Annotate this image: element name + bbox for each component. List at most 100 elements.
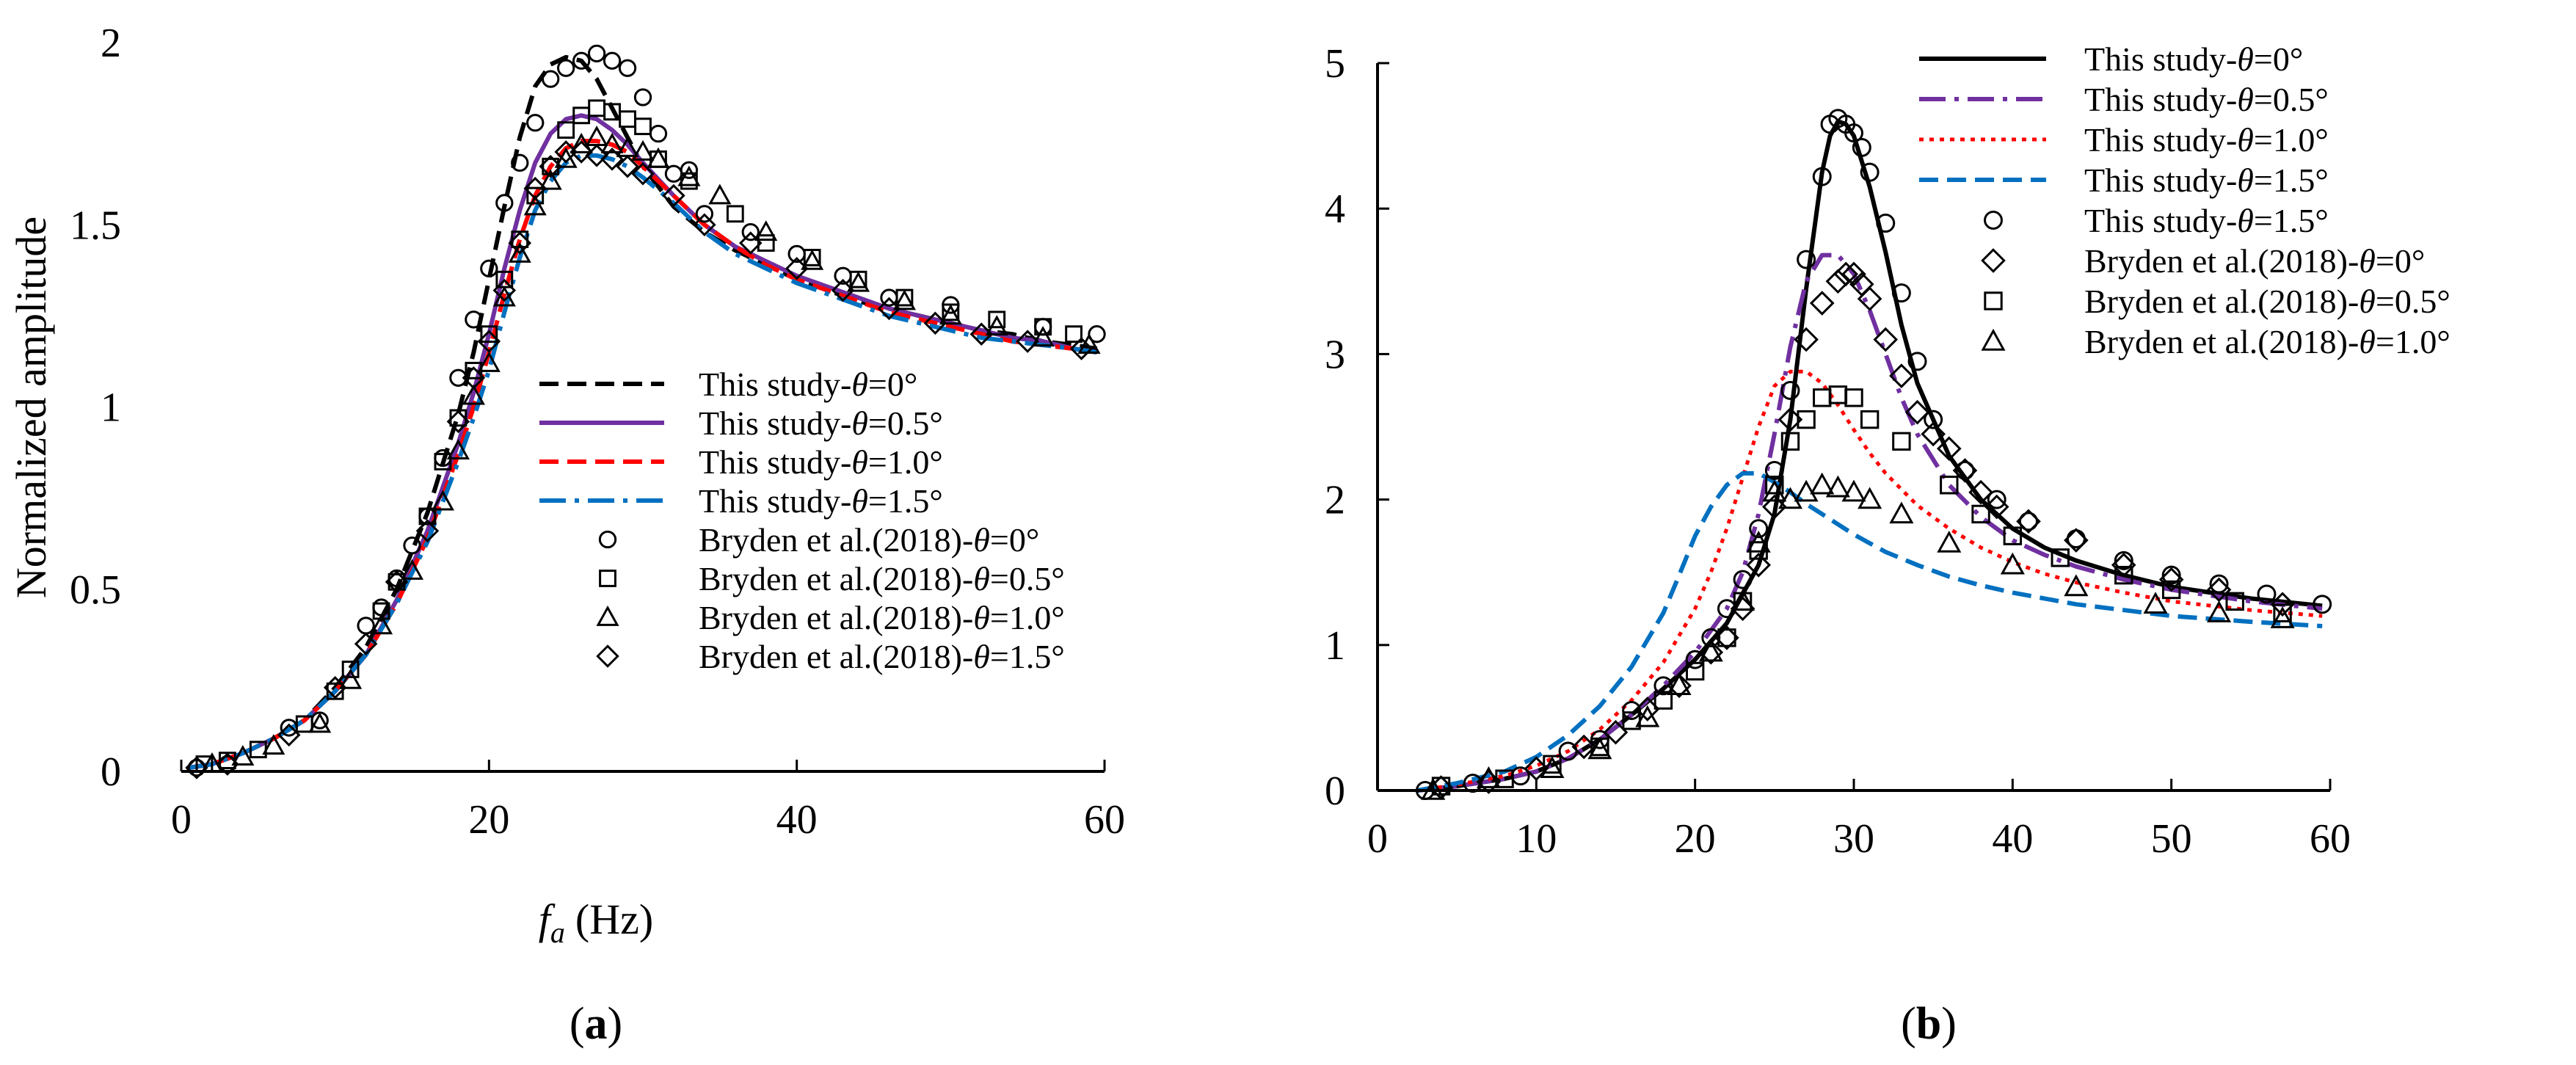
panel-a-data-point — [985, 315, 1008, 336]
panel-b-legend-label: This study-θ=0.5° — [2084, 81, 2329, 118]
panel-a-data-point — [600, 148, 624, 171]
panel-a-legend-1-prefix: This study- — [699, 404, 851, 442]
panel-b-legend-0-theta: θ — [2237, 40, 2254, 78]
panel-a-data-point — [434, 453, 452, 470]
panel-a-data-point — [631, 139, 655, 161]
panel-b-xtick-label: 60 — [2310, 816, 2351, 862]
panel-b-marker-series-0 — [1415, 109, 2332, 800]
panel-a-data-point — [403, 537, 421, 555]
panel-a-data-point — [649, 124, 668, 143]
panel-a-data-point — [572, 51, 591, 70]
panel-a-data-point — [372, 602, 390, 620]
panel-b-data-point — [2161, 565, 2181, 585]
panel-a-data-point — [693, 213, 716, 237]
panel-a-data-point — [277, 723, 301, 747]
panel-b-data-point — [2114, 550, 2133, 570]
panel-b-xtick-label: 30 — [1833, 816, 1874, 862]
panel-b-data-point — [1778, 487, 1803, 509]
panel-a-data-point — [969, 322, 994, 346]
panel-b-data-point — [2270, 606, 2295, 628]
panel-b-data-point — [1825, 475, 1850, 498]
panel-a-legend-label: This study-θ=0.5° — [699, 404, 943, 442]
panel-b-legend-6-suffix: =0.5° — [2376, 283, 2451, 320]
panel-b-data-point — [1844, 388, 1863, 407]
panel-b-data-point — [1797, 250, 1816, 269]
panel-a-data-point — [480, 325, 498, 344]
panel-a-data-point — [664, 164, 683, 183]
panel-b-data-point — [1780, 380, 1800, 400]
panel-a-data-point — [388, 573, 406, 591]
panel-b-data-point — [2257, 584, 2277, 604]
panel-b-legend-1-suffix: =0.5° — [2254, 81, 2329, 118]
panel-a-data-point — [939, 304, 962, 325]
panel-b-yticks: 0 1 2 3 4 5 — [1325, 41, 1389, 814]
panel-a-data-point — [341, 661, 360, 678]
panel-b-legend-0-suffix: =0° — [2254, 40, 2303, 78]
panel-a-xtick-label: 60 — [1084, 797, 1125, 843]
panel-b-data-point — [1746, 552, 1772, 578]
panel-a-data-point — [619, 110, 636, 128]
panel-a-legend-label: This study-θ=1.0° — [699, 443, 943, 481]
panel-a-data-point — [877, 297, 901, 321]
panel-b-line-3 — [1416, 470, 2323, 793]
panel-b-data-point — [1952, 458, 1978, 483]
panel-a-line-2 — [189, 139, 1097, 770]
panel-a-data-point — [400, 559, 424, 580]
panel-a-data-point — [570, 132, 593, 153]
panel-b-series-layer — [1416, 119, 2323, 793]
panel-a-ytick-label: 2 — [101, 21, 121, 66]
panel-b-data-point — [1833, 261, 1859, 287]
panel-b-data-point — [1907, 352, 1927, 371]
panel-a-legend: This study-θ=0°This study-θ=0.5°This stu… — [539, 366, 1065, 675]
panel-a-data-point — [231, 745, 255, 766]
panel-b-data-point — [1653, 691, 1673, 710]
panel-a-data-point — [677, 165, 701, 186]
panel-b-data-point — [2161, 580, 2181, 600]
panel-a-legend-2-suffix: =1.0° — [868, 443, 943, 481]
panel-a-ytick-label: 0 — [101, 749, 121, 795]
panel-a-data-point — [523, 195, 547, 216]
panel-a-legend-6-prefix: Bryden et al.(2018)- — [699, 599, 973, 636]
panel-a-legend-0-suffix: =0° — [868, 366, 917, 403]
panel-b-legend-4-suffix: =1.5° — [2254, 202, 2329, 239]
panel-b-label-close: ) — [1941, 999, 1957, 1049]
panel-b-xtick-label: 40 — [1992, 816, 2033, 862]
panel-a-legend-label: This study-θ=1.5° — [699, 482, 943, 520]
panel-a-data-point — [323, 676, 347, 699]
panel-b-legend-3-theta: θ — [2237, 161, 2254, 199]
panel-a-data-point — [508, 241, 531, 263]
panel-a-data-point — [785, 257, 809, 280]
panel-b-data-point — [2114, 565, 2133, 585]
panel-b-line-1 — [1416, 252, 2323, 793]
panel-a-legend-4-theta: θ — [973, 521, 990, 559]
panel-a-data-point — [446, 438, 470, 459]
panel-b-data-point — [1587, 737, 1612, 760]
panel-b-data-point — [2064, 574, 2089, 597]
panel-b-data-point — [1921, 421, 1946, 447]
panel-a-legend-marker — [596, 605, 619, 626]
panel-b-label: (b) — [1901, 999, 1957, 1049]
panel-a-data-point — [708, 183, 732, 205]
panel-b-data-point — [1889, 501, 1914, 524]
panel-b-data-point — [1717, 628, 1736, 647]
panel-b-data-point — [1733, 570, 1753, 589]
panel-b-legend-6-theta: θ — [2359, 283, 2376, 320]
panel-a-data-point — [585, 144, 608, 167]
panel-b-data-point — [1940, 476, 1959, 495]
panel-b-data-point — [1825, 269, 1851, 294]
panel-a-ytick-label: 1 — [101, 385, 121, 431]
panel-b-marker-layer — [1415, 109, 2332, 800]
panel-b-ytick-label: 3 — [1325, 332, 1345, 377]
panel-b-data-point — [1810, 472, 1835, 495]
panel-b-data-point — [2143, 592, 2168, 614]
panel-b-legend-6-prefix: Bryden et al.(2018)- — [2084, 283, 2359, 320]
panel-b-data-point — [1860, 410, 1880, 429]
panel-a-data-point — [495, 194, 514, 212]
panel-b-data-point — [1667, 673, 1692, 699]
panel-a-legend-label: Bryden et al.(2018)-θ=0.5° — [699, 560, 1065, 597]
panel-a-data-point — [262, 734, 285, 755]
panel-b-data-point — [2018, 512, 2038, 531]
panel-a-legend-label: Bryden et al.(2018)-θ=0° — [699, 521, 1039, 559]
panel-b-legend-label: This study-θ=1.5° — [2084, 202, 2329, 239]
panel-a-chart: 0 20 40 60 00.511.52 This study-θ=0°This st… — [7, 21, 1125, 1049]
